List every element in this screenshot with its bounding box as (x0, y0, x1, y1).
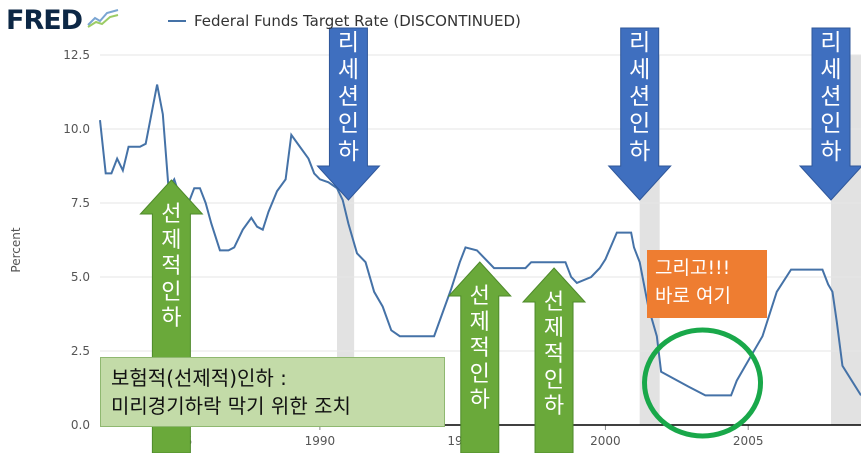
sparkline-chart-icon (86, 7, 121, 33)
annotation-char: 션 (337, 84, 359, 111)
annotation-char: 세 (337, 57, 359, 84)
preemptive-arrow-2 (521, 267, 587, 453)
legend: Federal Funds Target Rate (DISCONTINUED) (168, 12, 521, 30)
annotation-char: 하 (543, 393, 565, 419)
annotation-char: 선 (469, 284, 490, 309)
annotation-char: 션 (820, 84, 842, 111)
y-tick-label: 10.0 (63, 122, 90, 136)
annotation-char: 적 (161, 253, 182, 279)
annotation-char: 선 (161, 202, 182, 227)
orange-callout-box: 그리고!!! 바로 여기 (647, 250, 767, 318)
x-tick-label: 2000 (590, 434, 621, 448)
annotation-char: 리 (337, 30, 359, 56)
preemptive-arrow-1 (447, 261, 512, 453)
annotation-char: 리 (629, 30, 651, 56)
fred-logo: FRED (6, 4, 83, 36)
legend-swatch (168, 20, 186, 22)
fred-header: FRED (6, 4, 121, 36)
legend-series-name: Federal Funds Target Rate (DISCONTINUED) (194, 12, 521, 30)
annotation-char: 선 (543, 290, 565, 315)
annotation-char: 션 (629, 84, 651, 111)
annotation-char: 하 (161, 305, 182, 331)
y-tick-label: 0.0 (71, 418, 90, 432)
recession-arrow-2 (798, 27, 861, 201)
y-axis-label: Percent (9, 227, 23, 273)
recession-arrow-1 (607, 27, 672, 201)
annotation-char: 적 (469, 335, 490, 361)
annotation-char: 제 (543, 315, 565, 341)
annotation-char: 리 (820, 30, 842, 56)
green-box-line1: 보험적(선제적)인하 : (111, 366, 287, 390)
annotation-char: 제 (469, 309, 490, 335)
orange-box-line2: 바로 여기 (655, 285, 731, 307)
annotation-char: 인 (543, 367, 565, 393)
annotation-char: 인 (629, 111, 651, 138)
annotation-char: 인 (161, 279, 182, 305)
y-tick-label: 5.0 (71, 270, 90, 284)
annotation-char: 적 (543, 341, 565, 367)
highlight-circle (642, 327, 764, 439)
x-tick-label: 1990 (305, 434, 336, 448)
x-tick-label: 2005 (733, 434, 764, 448)
annotation-char: 인 (820, 111, 842, 138)
recession-arrow-0 (316, 27, 381, 201)
annotation-char: 세 (820, 57, 842, 84)
annotation-char: 세 (629, 57, 651, 84)
annotation-char: 제 (161, 227, 182, 253)
green-explanation-box: 보험적(선제적)인하 : 미리경기하락 막기 위한 조치 (100, 357, 445, 427)
y-tick-label: 2.5 (71, 344, 90, 358)
annotation-char: 인 (337, 111, 359, 138)
annotation-char: 하 (469, 387, 490, 413)
annotation-char: 하 (337, 138, 359, 165)
y-tick-label: 7.5 (71, 196, 90, 210)
annotation-char: 인 (469, 361, 490, 387)
green-box-line2: 미리경기하락 막기 위한 조치 (111, 394, 351, 418)
orange-box-line1: 그리고!!! (655, 257, 731, 279)
y-tick-label: 12.5 (63, 48, 90, 62)
annotation-char: 하 (629, 138, 651, 165)
annotation-char: 하 (820, 138, 842, 165)
